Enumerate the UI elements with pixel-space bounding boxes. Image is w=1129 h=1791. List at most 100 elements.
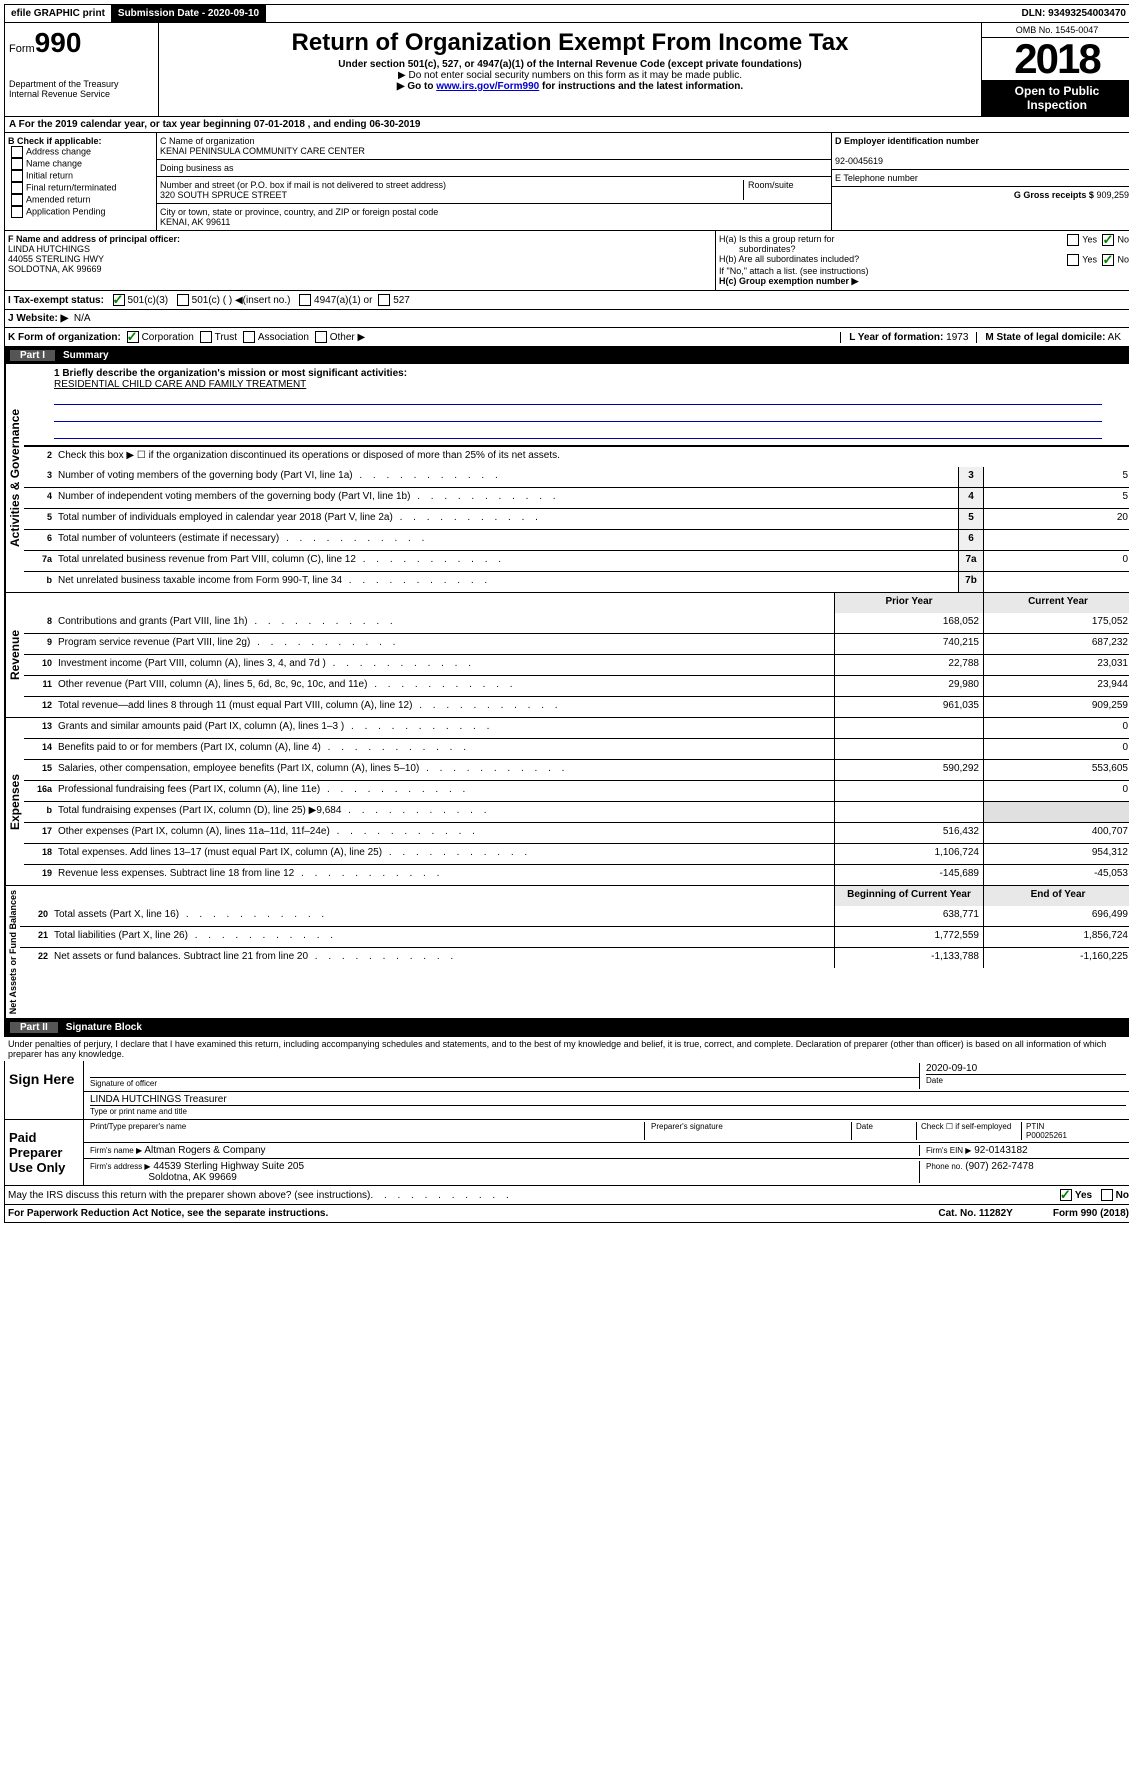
data-line: 22Net assets or fund balances. Subtract …	[20, 947, 1129, 968]
footer: For Paperwork Reduction Act Notice, see …	[4, 1205, 1129, 1223]
form-number: Form990	[9, 27, 154, 59]
check-initial-return[interactable]	[11, 170, 23, 182]
check-final-return[interactable]	[11, 182, 23, 194]
box-f: F Name and address of principal officer:…	[5, 231, 716, 290]
sign-here-label: Sign Here	[5, 1061, 84, 1119]
firm-address-1: 44539 Sterling Highway Suite 205	[153, 1161, 304, 1172]
chk-other[interactable]	[315, 331, 327, 343]
org-name-cell: C Name of organization KENAI PENINSULA C…	[157, 133, 831, 160]
expenses-section: Expenses 13Grants and similar amounts pa…	[4, 718, 1129, 886]
data-line: 16aProfessional fundraising fees (Part I…	[24, 780, 1129, 801]
data-line: 21Total liabilities (Part X, line 26)1,7…	[20, 926, 1129, 947]
data-line: 13Grants and similar amounts paid (Part …	[24, 718, 1129, 738]
ein-cell: D Employer identification number 92-0045…	[832, 133, 1129, 170]
instruction-1: ▶ Do not enter social security numbers o…	[167, 70, 973, 81]
gov-line: 6Total number of volunteers (estimate if…	[24, 529, 1129, 550]
paid-preparer-block: Paid Preparer Use Only Print/Type prepar…	[4, 1120, 1129, 1186]
col-end: End of Year	[983, 886, 1129, 906]
revenue-section: Revenue Prior Year Current Year 8Contrib…	[4, 593, 1129, 718]
data-line: 8Contributions and grants (Part VIII, li…	[24, 613, 1129, 633]
check-pending[interactable]	[11, 206, 23, 218]
gross-receipts-cell: G Gross receipts $ 909,259	[832, 187, 1129, 203]
check-address-change[interactable]	[11, 146, 23, 158]
chk-trust[interactable]	[200, 331, 212, 343]
firm-name: Altman Rogers & Company	[144, 1145, 265, 1156]
officer-group-block: F Name and address of principal officer:…	[4, 231, 1129, 291]
row-i-tax-status: I Tax-exempt status: 501(c)(3) 501(c) ( …	[4, 291, 1129, 310]
form-header: Form990 Department of the Treasury Inter…	[4, 23, 1129, 117]
check-amended[interactable]	[11, 194, 23, 206]
dba-cell: Doing business as	[157, 160, 831, 177]
sig-officer-label: Signature of officer	[90, 1079, 157, 1088]
gov-line: 4Number of independent voting members of…	[24, 487, 1129, 508]
data-line: 11Other revenue (Part VIII, column (A), …	[24, 675, 1129, 696]
box-h: H(a) Is this a group return for subordin…	[716, 231, 1129, 290]
vert-revenue: Revenue	[5, 593, 24, 717]
chk-4947[interactable]	[299, 294, 311, 306]
ha-yes[interactable]	[1067, 234, 1079, 246]
efile-button[interactable]: efile GRAPHIC print	[5, 5, 112, 22]
tax-year: 2018	[982, 38, 1129, 80]
form-title: Return of Organization Exempt From Incom…	[167, 29, 973, 57]
gov-line: bNet unrelated business taxable income f…	[24, 571, 1129, 592]
paid-preparer-label: Paid Preparer Use Only	[5, 1120, 84, 1185]
instruction-2: ▶ Go to www.irs.gov/Form990 for instruct…	[167, 81, 973, 92]
check-name-change[interactable]	[11, 158, 23, 170]
discuss-row: May the IRS discuss this return with the…	[4, 1186, 1129, 1205]
gov-line: 5Total number of individuals employed in…	[24, 508, 1129, 529]
chk-501c3[interactable]	[113, 294, 125, 306]
identity-block: B Check if applicable: Address change Na…	[4, 133, 1129, 231]
col-current: Current Year	[983, 593, 1129, 613]
row-k-form-org: K Form of organization: Corporation Trus…	[4, 328, 1129, 347]
row-a-tax-year: A For the 2019 calendar year, or tax yea…	[4, 117, 1129, 133]
data-line: 17Other expenses (Part IX, column (A), l…	[24, 822, 1129, 843]
dln: DLN: 93493254003470	[1015, 5, 1129, 22]
hb-yes[interactable]	[1067, 254, 1079, 266]
sig-date: 2020-09-10	[926, 1063, 1126, 1075]
hb-no[interactable]	[1102, 254, 1114, 266]
chk-corp[interactable]	[127, 331, 139, 343]
city-cell: City or town, state or province, country…	[157, 204, 831, 230]
data-line: 9Program service revenue (Part VIII, lin…	[24, 633, 1129, 654]
street-cell: Number and street (or P.O. box if mail i…	[157, 177, 831, 204]
submission-date: Submission Date - 2020-09-10	[112, 5, 266, 22]
part-2-header: Part II Signature Block	[4, 1019, 1129, 1036]
irs-link[interactable]: www.irs.gov/Form990	[436, 81, 539, 92]
ha-no[interactable]	[1102, 234, 1114, 246]
data-line: 18Total expenses. Add lines 13–17 (must …	[24, 843, 1129, 864]
col-prior: Prior Year	[834, 593, 983, 613]
data-line: 19Revenue less expenses. Subtract line 1…	[24, 864, 1129, 885]
chk-501c[interactable]	[177, 294, 189, 306]
discuss-no[interactable]	[1101, 1189, 1113, 1201]
firm-ein: 92-0143182	[974, 1145, 1027, 1156]
data-line: 14Benefits paid to or for members (Part …	[24, 738, 1129, 759]
chk-assoc[interactable]	[243, 331, 255, 343]
data-line: 15Salaries, other compensation, employee…	[24, 759, 1129, 780]
data-line: bTotal fundraising expenses (Part IX, co…	[24, 801, 1129, 822]
form-ref: Form 990 (2018)	[1053, 1208, 1129, 1219]
vert-net-assets: Net Assets or Fund Balances	[5, 886, 20, 1018]
part-1-header: Part I Summary	[4, 347, 1129, 364]
mission-box: 1 Briefly describe the organization's mi…	[24, 364, 1129, 446]
col-begin: Beginning of Current Year	[834, 886, 983, 906]
data-line: 10Investment income (Part VIII, column (…	[24, 654, 1129, 675]
dept-irs: Internal Revenue Service	[9, 89, 154, 99]
row-j-website: J Website: ▶ N/A	[4, 310, 1129, 328]
ptin-value: P00025261	[1026, 1131, 1067, 1140]
data-line: 12Total revenue—add lines 8 through 11 (…	[24, 696, 1129, 717]
governance-section: Activities & Governance 1 Briefly descri…	[4, 364, 1129, 593]
cat-number: Cat. No. 11282Y	[938, 1208, 1012, 1219]
preparer-sig-label: Preparer's signature	[644, 1122, 851, 1140]
dept-treasury: Department of the Treasury	[9, 79, 154, 89]
check-self-employed[interactable]: Check ☐ if self-employed	[916, 1122, 1021, 1140]
net-assets-section: Net Assets or Fund Balances Beginning of…	[4, 886, 1129, 1019]
perjury-statement: Under penalties of perjury, I declare th…	[4, 1036, 1129, 1061]
preparer-name-label: Print/Type preparer's name	[90, 1122, 644, 1140]
discuss-yes[interactable]	[1060, 1189, 1072, 1201]
box-b: B Check if applicable: Address change Na…	[5, 133, 157, 230]
sign-here-block: Sign Here Signature of officer 2020-09-1…	[4, 1061, 1129, 1120]
vert-expenses: Expenses	[5, 718, 24, 885]
chk-527[interactable]	[378, 294, 390, 306]
form-subtitle: Under section 501(c), 527, or 4947(a)(1)…	[167, 59, 973, 70]
gov-line: 3Number of voting members of the governi…	[24, 467, 1129, 487]
